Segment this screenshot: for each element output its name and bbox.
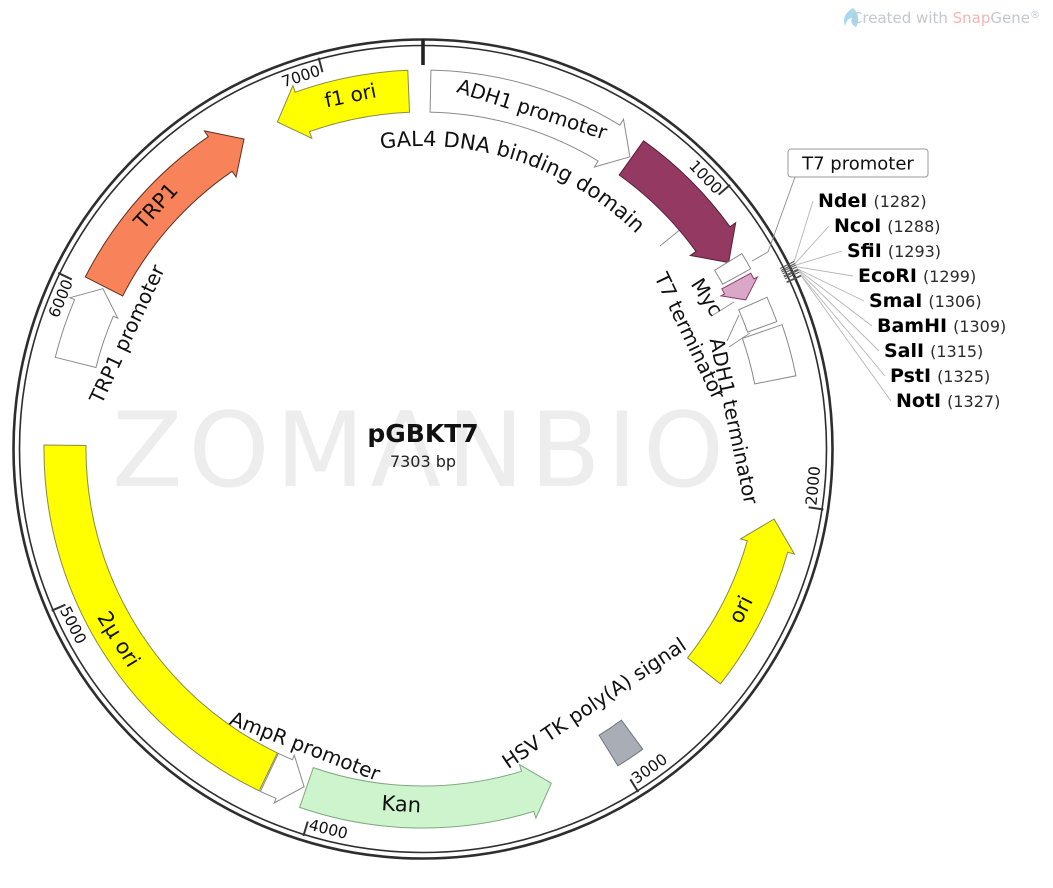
site-mark-BamHI <box>783 269 799 278</box>
t7-promoter-callout <box>751 176 796 262</box>
snapgene-credit: Created with SnapGene® <box>852 9 1040 27</box>
enzyme-label-NotI: NotI (1327) <box>896 390 1000 412</box>
site-mark-SmaI <box>783 268 799 277</box>
feature-adh1-terminator-feature <box>741 324 797 385</box>
plasmid-size: 7303 bp <box>390 452 456 471</box>
plasmid-name: pGBKT7 <box>367 419 478 448</box>
feature-trp1 <box>84 130 245 297</box>
feature-kan <box>298 763 552 829</box>
tick-label-2000: 2000 <box>802 465 824 506</box>
enzyme-label-NdeI: NdeI (1282) <box>818 190 927 212</box>
tick-3000 <box>629 778 640 793</box>
site-mark-SalI <box>784 271 800 280</box>
enzyme-label-SmaI: SmaI (1306) <box>869 290 982 312</box>
site-line-SalI <box>799 271 880 352</box>
site-mark-EcoRI <box>782 266 798 275</box>
tick-5000 <box>51 603 66 612</box>
feature-t7-terminator-feature <box>738 296 778 333</box>
myc-callout <box>712 301 735 316</box>
enzyme-label-SfiI: SfiI (1293) <box>847 240 941 262</box>
site-line-SfiI <box>795 250 843 266</box>
feature-adh1-promoter <box>429 69 631 168</box>
tick-7000 <box>317 57 324 73</box>
tick-2000 <box>808 506 824 511</box>
site-line-PstI <box>800 274 886 377</box>
site-line-NdeI <box>793 200 814 262</box>
feature-gal4-dna-binding-domain <box>618 140 737 264</box>
watermark-text: ZOMANBIO <box>112 391 730 511</box>
enzyme-label-EcoRI: EcoRI (1299) <box>858 265 976 287</box>
site-line-NotI <box>800 275 892 402</box>
site-mark-SfiI <box>781 264 797 273</box>
adh1-terminator-callout <box>728 332 751 348</box>
site-mark-NotI <box>786 275 802 284</box>
site-line-EcoRI <box>796 266 854 277</box>
site-line-SmaI <box>797 268 865 302</box>
site-mark-PstI <box>786 274 802 283</box>
site-mark-NdeI <box>779 260 795 270</box>
feature-ori <box>686 518 796 685</box>
enzyme-label-SalI: SalI (1315) <box>884 340 983 362</box>
site-mark-NcoI <box>780 262 796 271</box>
feature-label-kan: Kan <box>381 791 422 817</box>
t7-promoter-label: T7 promoter <box>801 154 914 175</box>
enzyme-label-NcoI: NcoI (1288) <box>834 215 941 237</box>
tick-4000 <box>302 821 309 837</box>
feature-trp1-promoter <box>54 288 119 369</box>
feature-t7-promoter-feature <box>713 252 752 285</box>
feature-two-micron-ori <box>43 444 279 792</box>
feature-hsv-tk-polya-signal <box>598 719 644 767</box>
enzyme-label-PstI: PstI (1325) <box>890 365 990 387</box>
t7-promoter-label-box <box>787 148 929 178</box>
feature-f1-ori <box>276 69 411 140</box>
feature-myc-tag <box>719 272 759 301</box>
feature-ampr-promoter <box>259 752 305 805</box>
site-line-NcoI <box>794 225 830 264</box>
site-line-BamHI <box>798 269 873 327</box>
tick-6000 <box>57 272 73 281</box>
enzyme-label-BamHI: BamHI (1309) <box>877 315 1006 337</box>
snapgene-logo-icon <box>843 8 859 27</box>
tick-1000 <box>717 184 731 196</box>
t7-terminator-callout <box>726 314 740 342</box>
